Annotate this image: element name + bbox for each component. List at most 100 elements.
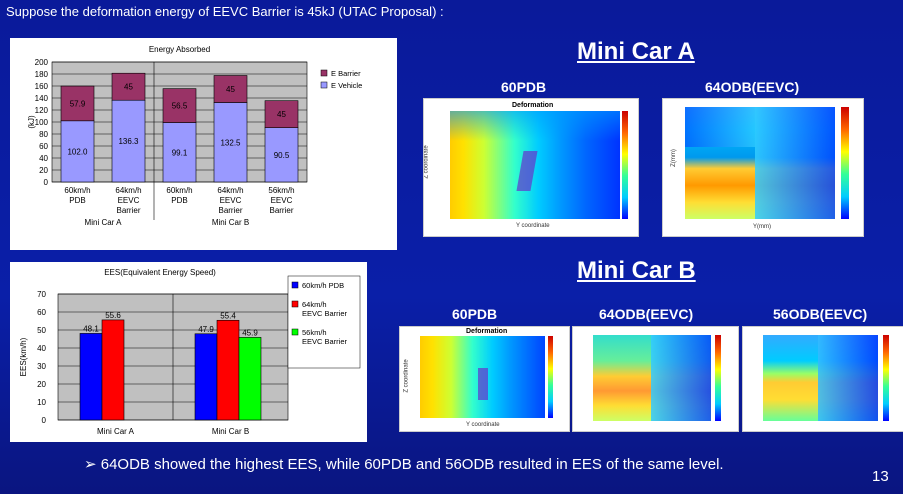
deformation-heatmap — [420, 336, 545, 418]
chart-title: Energy Absorbed — [149, 45, 210, 54]
mini-car-a-64odb-plot: Y(mm) Z(mm) — [662, 98, 864, 237]
bar-e-barrier — [162, 88, 197, 123]
y-tick-label: 80 — [39, 130, 48, 139]
ees-chart-panel: EES(Equivalent Energy Speed) 0 10 20 30 40 50 6… — [10, 262, 367, 442]
bar-e-vehicle — [264, 127, 299, 183]
y-tick-label: 60 — [37, 308, 46, 317]
colorbar — [841, 107, 849, 219]
colorbar — [715, 335, 721, 421]
data-label: 57.9 — [70, 99, 86, 108]
mini-car-a-heading: Mini Car A — [577, 38, 695, 65]
data-label: 136.3 — [118, 137, 139, 146]
data-label: 55.6 — [105, 311, 121, 320]
x-tick-label: EEVC — [271, 196, 293, 205]
deformation-title: Deformation — [512, 102, 554, 109]
x-axis-label: Y(mm) — [753, 224, 771, 230]
bar-e-barrier — [264, 100, 299, 129]
legend-swatch — [291, 328, 299, 336]
colorbar — [548, 336, 553, 418]
y-axis-label: (kJ) — [27, 115, 36, 129]
y-tick-label: 160 — [35, 82, 49, 91]
x-tick-label: Barrier — [218, 206, 242, 215]
data-label: 45 — [226, 85, 235, 94]
data-label: 56.5 — [172, 102, 188, 111]
data-label: 90.5 — [274, 151, 290, 160]
data-label: 48.1 — [83, 324, 99, 333]
y-tick-label: 20 — [37, 380, 46, 389]
y-tick-label: 200 — [35, 58, 49, 67]
mini-car-b-60pdb-label: 60PDB — [452, 306, 498, 322]
y-tick-label: 10 — [37, 398, 46, 407]
legend-label: EEVC Barrier — [302, 337, 348, 346]
bar — [216, 319, 240, 421]
y-tick-label: 50 — [37, 326, 46, 335]
energy-absorbed-chart-panel: Energy Absorbed 0 20 40 60 80 100 120 140 160 180 2… — [10, 38, 397, 250]
y-axis-label: Z coordinate — [423, 145, 430, 179]
x-tick-label: 60km/h — [64, 186, 90, 195]
legend-label: EEVC Barrier — [302, 309, 348, 318]
y-axis-label: EES(km/h) — [19, 337, 28, 376]
legend-swatch — [320, 69, 328, 77]
bar-e-barrier — [213, 75, 248, 103]
mini-car-b-60pdb-deformation-plot: Deformation Y coordinate Z coordinate — [399, 326, 570, 432]
y-tick-label: 140 — [35, 94, 49, 103]
x-tick-label: 56km/h — [268, 186, 294, 195]
x-tick-label: 60km/h — [166, 186, 192, 195]
mini-car-b-56odb-label: 56ODB(EEVC) — [773, 306, 868, 322]
y-tick-label: 120 — [35, 106, 49, 115]
odb-heatmap — [685, 107, 835, 219]
slide-title: Suppose the deformation energy of EEVC B… — [6, 4, 444, 19]
x-tick-label: Mini Car B — [212, 427, 249, 436]
data-label: 45 — [124, 83, 133, 92]
y-axis-label: Z(mm) — [670, 149, 677, 167]
x-axis-label: Y coordinate — [466, 422, 500, 428]
group-label: Mini Car B — [212, 218, 249, 227]
colorbar — [622, 111, 628, 219]
odb-heatmap — [593, 335, 711, 421]
energy-absorbed-chart: Energy Absorbed 0 20 40 60 80 100 120 140 160 180 2… — [27, 45, 362, 227]
y-axis-label: Z coordinate — [403, 359, 410, 393]
x-tick-label: Barrier — [116, 206, 140, 215]
mini-car-b-56odb-plot — [742, 326, 903, 432]
mini-car-a-64odb-label: 64ODB(EEVC) — [705, 79, 800, 95]
page-number: 13 — [872, 468, 889, 485]
deformation-title: Deformation — [466, 328, 508, 335]
x-tick-label: 64km/h — [217, 186, 243, 195]
legend-swatch — [291, 281, 299, 289]
y-tick-label: 60 — [39, 142, 48, 151]
legend-box — [287, 275, 361, 369]
legend-label: 60km/h PDB — [302, 281, 344, 290]
x-tick-label: 64km/h — [115, 186, 141, 195]
data-label: 132.5 — [220, 138, 241, 147]
bar — [238, 337, 262, 421]
y-tick-label: 0 — [44, 178, 49, 187]
legend-swatch — [291, 300, 299, 308]
mini-car-b-heading: Mini Car B — [577, 257, 696, 284]
x-axis-label: Y coordinate — [516, 223, 550, 229]
x-tick-label: EEVC — [220, 196, 242, 205]
x-tick-label: Mini Car A — [97, 427, 135, 436]
colorbar — [883, 335, 889, 421]
y-tick-label: 40 — [39, 154, 48, 163]
data-label: 102.0 — [67, 147, 88, 156]
data-label: 55.4 — [220, 311, 236, 320]
mini-car-a-60pdb-deformation-plot: Deformation Y coordinate Z coordinate — [423, 98, 639, 237]
ees-chart: EES(Equivalent Energy Speed) 0 10 20 30 40 50 6… — [19, 268, 361, 436]
deformation-heatmap — [450, 111, 620, 219]
x-tick-label: PDB — [69, 196, 85, 205]
x-tick-label: PDB — [171, 196, 187, 205]
bar — [79, 333, 103, 421]
mini-car-b-64odb-plot — [572, 326, 739, 432]
legend-label: E Barrier — [331, 69, 361, 78]
group-label: Mini Car A — [85, 218, 123, 227]
bar — [194, 333, 218, 421]
y-tick-label: 100 — [35, 118, 49, 127]
mini-car-b-64odb-label: 64ODB(EEVC) — [599, 306, 694, 322]
legend-swatch — [320, 81, 328, 89]
mini-car-a-60pdb-label: 60PDB — [501, 79, 547, 95]
bar-e-barrier — [111, 72, 146, 101]
conclusion-bullet: ➢ 64ODB showed the highest EES, while 60… — [84, 456, 724, 473]
bar — [101, 319, 125, 421]
y-tick-label: 40 — [37, 344, 46, 353]
x-tick-label: Barrier — [269, 206, 293, 215]
